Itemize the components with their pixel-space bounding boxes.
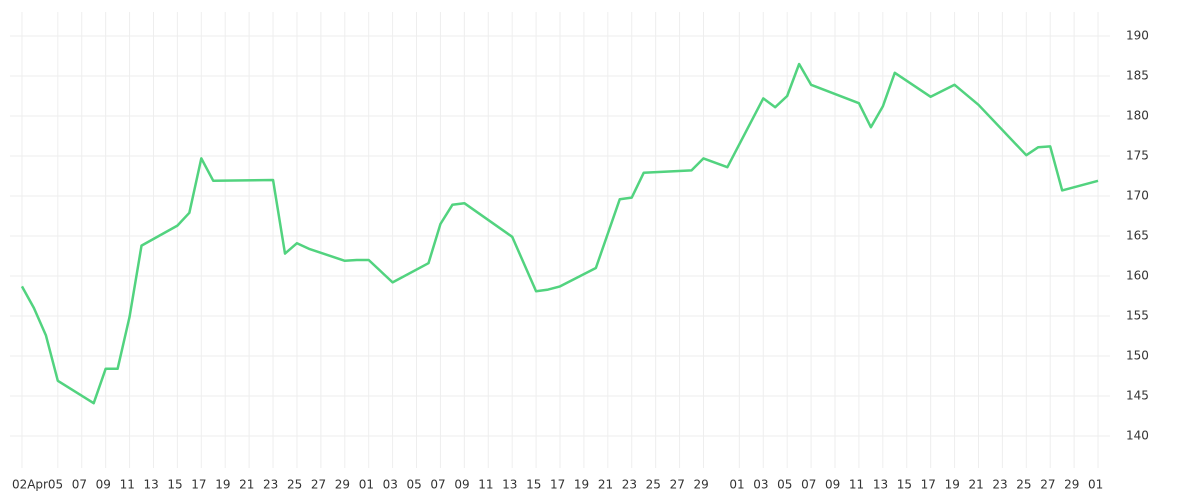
- x-tick-label: 09: [96, 478, 111, 492]
- x-tick-label: 21: [968, 478, 983, 492]
- x-tick-label: 01: [359, 478, 374, 492]
- x-tick-label: 19: [574, 478, 589, 492]
- x-tick-label: 03: [383, 478, 398, 492]
- x-tick-label: 21: [239, 478, 254, 492]
- x-tick-label: 29: [1064, 478, 1079, 492]
- x-tick-label: 07: [430, 478, 445, 492]
- x-tick-label: 02Apr: [12, 478, 48, 492]
- y-tick-label: 150: [1126, 349, 1149, 363]
- x-tick-label: 23: [992, 478, 1007, 492]
- x-tick-label: 13: [502, 478, 517, 492]
- x-tick-label: 23: [263, 478, 278, 492]
- x-tick-label: 11: [120, 478, 135, 492]
- x-tick-label: 29: [335, 478, 350, 492]
- x-tick-label: 29: [693, 478, 708, 492]
- x-tick-label: 13: [143, 478, 158, 492]
- x-tick-label: 21: [598, 478, 613, 492]
- y-tick-label: 145: [1126, 389, 1149, 403]
- x-tick-label: 09: [454, 478, 469, 492]
- x-tick-label: 01: [729, 478, 744, 492]
- y-tick-label: 190: [1126, 29, 1149, 43]
- x-tick-label: 15: [526, 478, 541, 492]
- x-tick-label: 25: [646, 478, 661, 492]
- y-tick-label: 165: [1126, 229, 1149, 243]
- x-tick-label: 27: [311, 478, 326, 492]
- x-tick-label: 17: [191, 478, 206, 492]
- x-tick-label: 07: [801, 478, 816, 492]
- y-tick-label: 155: [1126, 309, 1149, 323]
- y-tick-label: 160: [1126, 269, 1149, 283]
- x-tick-label: 05: [48, 478, 63, 492]
- x-tick-label: 27: [1040, 478, 1055, 492]
- x-tick-label: 03: [753, 478, 768, 492]
- x-tick-label: 25: [1016, 478, 1031, 492]
- x-tick-label: 11: [478, 478, 493, 492]
- x-tick-label: 09: [825, 478, 840, 492]
- line: [20, 62, 1099, 405]
- x-tick-label: 05: [407, 478, 422, 492]
- y-tick-label: 175: [1126, 149, 1149, 163]
- x-tick-label: 23: [622, 478, 637, 492]
- x-tick-label: 13: [873, 478, 888, 492]
- x-tick-label: 15: [167, 478, 182, 492]
- x-tick-label: 17: [921, 478, 936, 492]
- y-tick-label: 185: [1126, 69, 1149, 83]
- x-tick-label: 19: [945, 478, 960, 492]
- y-tick-label: 170: [1126, 189, 1149, 203]
- x-tick-label: 19: [215, 478, 230, 492]
- x-tick-label: 27: [670, 478, 685, 492]
- x-tick-label: 17: [550, 478, 565, 492]
- y-tick-label: 140: [1126, 429, 1149, 443]
- x-tick-label: 11: [849, 478, 864, 492]
- x-tick-label: 15: [897, 478, 912, 492]
- x-tick-label: 05: [777, 478, 792, 492]
- y-tick-label: 180: [1126, 109, 1149, 123]
- x-tick-label: 01: [1088, 478, 1103, 492]
- x-tick-label: 25: [287, 478, 302, 492]
- x-tick-label: 07: [72, 478, 87, 492]
